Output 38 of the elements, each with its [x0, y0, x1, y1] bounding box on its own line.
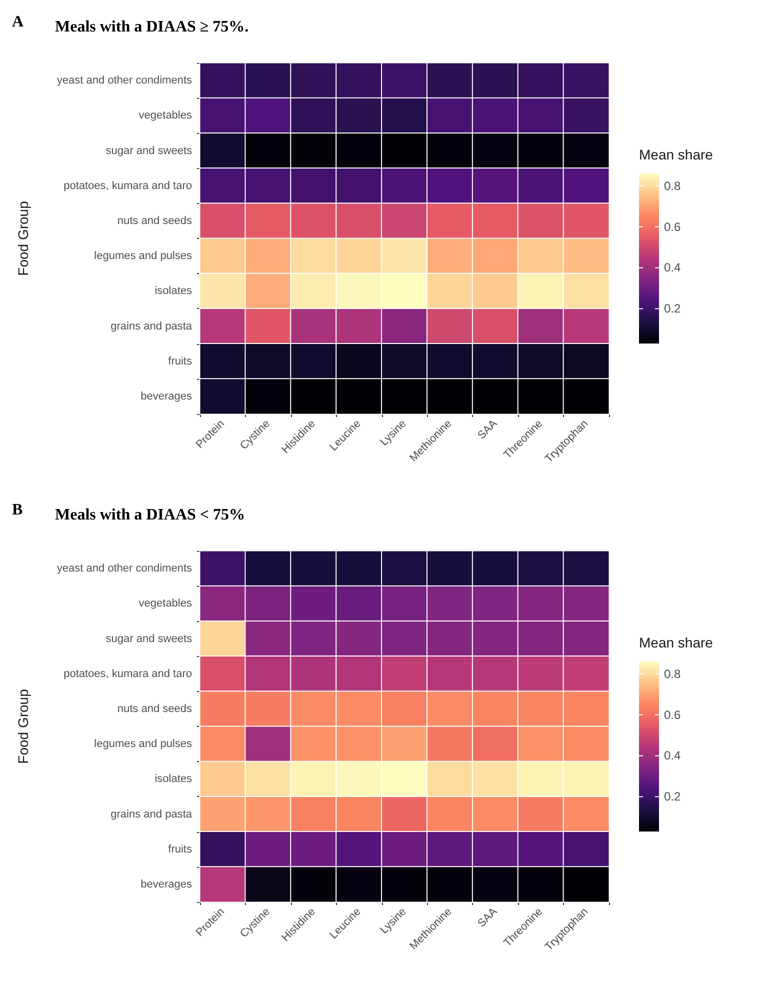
color-bar-label: 0.6: [664, 708, 682, 722]
y-tick-label: beverages: [140, 878, 192, 890]
y-tick-label: legumes and pulses: [94, 738, 192, 750]
chart-title: Meals with a DIAAS ≥ 75%.: [55, 18, 249, 36]
text: A: [12, 14, 24, 30]
color-bar-title: Mean share: [639, 634, 714, 650]
y-tick-label: isolates: [154, 773, 192, 786]
y-tick-label: fruits: [168, 843, 192, 856]
y-tick-label: fruits: [168, 355, 192, 368]
y-tick-label: beverages: [140, 390, 192, 402]
color-bar-label: 0.6: [664, 220, 682, 234]
y-tick-label: grains and pasta: [110, 320, 193, 332]
color-bar-label: 0.4: [664, 748, 682, 763]
y-tick-label: legumes and pulses: [94, 250, 192, 262]
y-tick-label: yeast and other condiments: [56, 74, 192, 87]
x-tick-label: SAA: [476, 417, 500, 442]
y-tick-label: potatoes, kumara and taro: [64, 668, 192, 680]
y-tick-label: grains and pasta: [110, 808, 193, 820]
color-bar-label: 0.8: [664, 178, 682, 193]
y-tick-label: vegetables: [138, 110, 192, 122]
y-tick-label: yeast and other condiments: [56, 562, 192, 575]
color-bar-label: 0.4: [664, 260, 682, 275]
y-axis-title: Food Group: [15, 200, 31, 276]
y-axis-title: Food Group: [15, 688, 31, 764]
x-tick-label: SAA: [476, 905, 500, 930]
y-tick-label: nuts and seeds: [117, 214, 192, 227]
y-tick-label: vegetables: [138, 598, 192, 610]
color-bar-label: 0.2: [664, 302, 682, 316]
y-tick-label: sugar and sweets: [106, 144, 192, 157]
y-tick-label: isolates: [154, 285, 192, 298]
y-tick-label: nuts and seeds: [117, 702, 192, 715]
color-bar-label: 0.2: [664, 790, 682, 804]
color-bar-title: Mean share: [639, 146, 714, 162]
y-tick-label: sugar and sweets: [106, 632, 192, 645]
y-tick-label: potatoes, kumara and taro: [64, 180, 192, 192]
color-bar-label: 0.8: [664, 666, 682, 681]
text: B: [12, 502, 23, 518]
chart-title: Meals with a DIAAS < 75%: [55, 506, 246, 524]
